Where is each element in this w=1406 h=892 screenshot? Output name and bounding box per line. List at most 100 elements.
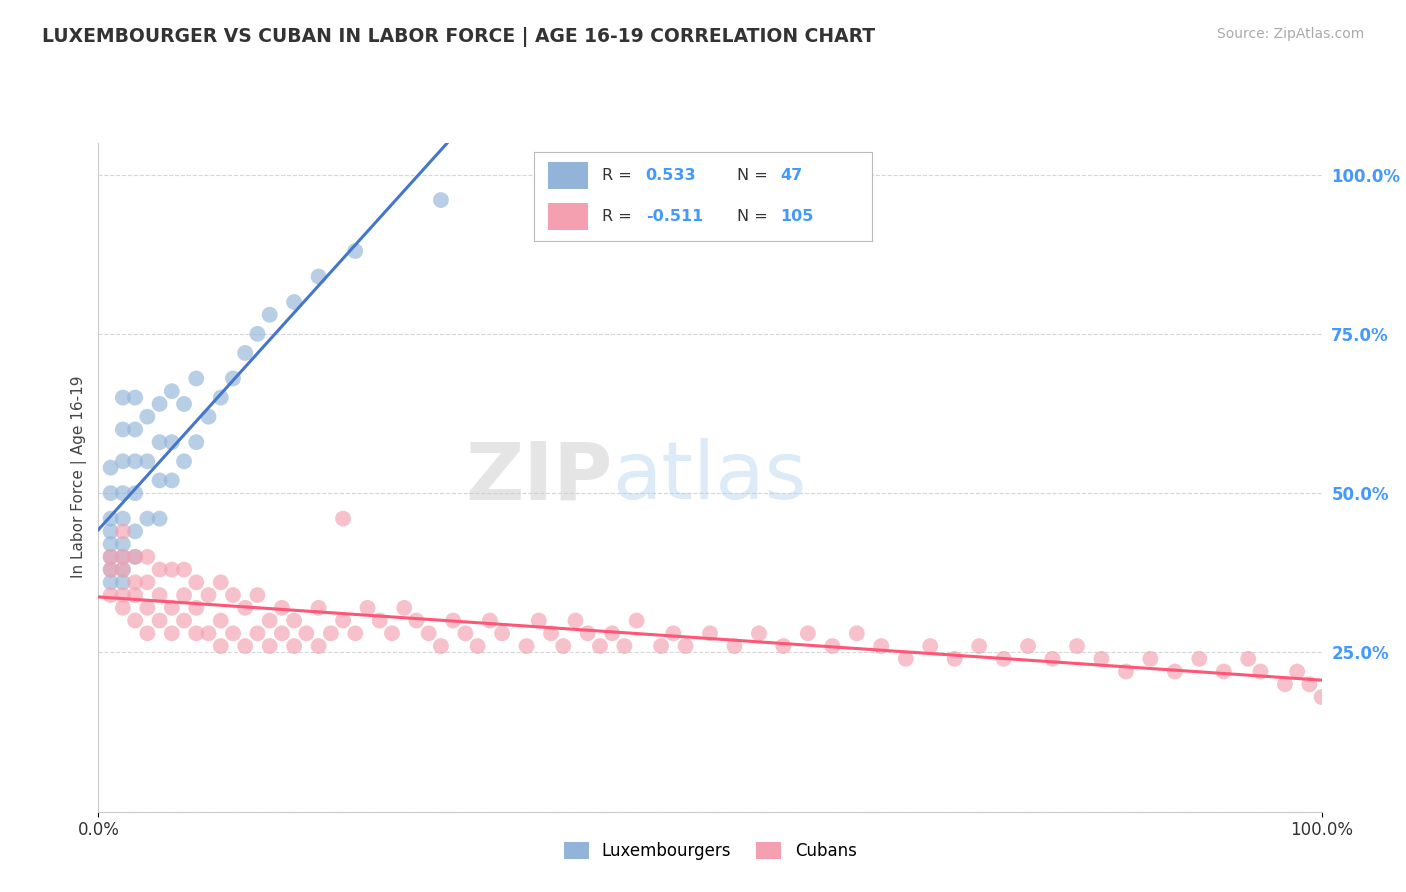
Point <box>246 626 269 640</box>
Point <box>467 639 489 653</box>
Point <box>1164 665 1187 679</box>
Point <box>270 600 294 615</box>
Point <box>160 384 183 399</box>
Point <box>186 600 208 615</box>
Point <box>173 454 195 468</box>
Point <box>233 639 256 653</box>
Point <box>1274 677 1296 691</box>
Point <box>136 575 159 590</box>
Point <box>332 511 354 525</box>
Point <box>136 454 159 468</box>
Point <box>111 563 134 577</box>
Point <box>149 563 172 577</box>
Point <box>100 549 122 564</box>
Point <box>149 435 172 450</box>
Point <box>1249 665 1271 679</box>
Point <box>308 639 330 653</box>
Point <box>111 588 134 602</box>
Point <box>111 511 134 525</box>
Point <box>124 614 146 628</box>
Point <box>454 626 477 640</box>
Point <box>576 626 599 640</box>
Text: -0.511: -0.511 <box>645 210 703 224</box>
Point <box>344 244 367 258</box>
Point <box>430 639 453 653</box>
Point <box>626 614 648 628</box>
Text: 105: 105 <box>780 210 814 224</box>
Point <box>209 639 232 653</box>
Bar <box>548 162 588 189</box>
Point <box>589 639 612 653</box>
Point <box>699 626 721 640</box>
Point <box>124 454 146 468</box>
Point <box>1042 652 1064 666</box>
Point <box>111 600 134 615</box>
Point <box>100 588 122 602</box>
Point <box>246 326 269 341</box>
Point <box>540 626 562 640</box>
Point <box>124 486 146 500</box>
Point <box>821 639 844 653</box>
Point <box>748 626 770 640</box>
Point <box>149 511 172 525</box>
Point <box>430 193 453 207</box>
Point <box>124 549 146 564</box>
Point <box>259 308 281 322</box>
Text: N =: N = <box>737 169 773 183</box>
Point <box>124 524 146 539</box>
Point <box>209 614 232 628</box>
Point <box>111 563 134 577</box>
Point <box>173 614 195 628</box>
Point <box>600 626 623 640</box>
Point <box>870 639 893 653</box>
Point <box>368 614 391 628</box>
Point <box>967 639 990 653</box>
Point <box>197 588 219 602</box>
Point <box>283 614 305 628</box>
Point <box>111 537 134 551</box>
Text: N =: N = <box>737 210 773 224</box>
Point <box>197 409 219 424</box>
Point <box>222 371 245 385</box>
Point <box>149 588 172 602</box>
Point <box>418 626 440 640</box>
Point <box>441 614 464 628</box>
Point <box>100 524 122 539</box>
Point <box>186 575 208 590</box>
Point <box>173 563 195 577</box>
Point <box>100 460 122 475</box>
Point <box>993 652 1015 666</box>
Point <box>1139 652 1161 666</box>
Point <box>186 435 208 450</box>
Point <box>111 524 134 539</box>
Y-axis label: In Labor Force | Age 16-19: In Labor Force | Age 16-19 <box>72 376 87 579</box>
Point <box>308 269 330 284</box>
Point <box>613 639 636 653</box>
Point <box>650 639 672 653</box>
Point <box>392 600 416 615</box>
Point <box>920 639 942 653</box>
Point <box>332 614 354 628</box>
Point <box>209 575 232 590</box>
Text: R =: R = <box>602 169 637 183</box>
Point <box>209 391 232 405</box>
Point <box>723 639 745 653</box>
Point <box>136 626 159 640</box>
Text: R =: R = <box>602 210 637 224</box>
Point <box>100 563 122 577</box>
Point <box>283 295 305 310</box>
Point <box>515 639 537 653</box>
Point <box>662 626 685 640</box>
Point <box>527 614 550 628</box>
Text: ZIP: ZIP <box>465 438 612 516</box>
Text: Source: ZipAtlas.com: Source: ZipAtlas.com <box>1216 27 1364 41</box>
Point <box>100 575 122 590</box>
Point <box>259 639 281 653</box>
Point <box>160 563 183 577</box>
Point <box>111 486 134 500</box>
Point <box>160 600 183 615</box>
Point <box>1188 652 1211 666</box>
Point <box>149 397 172 411</box>
Point <box>100 563 122 577</box>
Point <box>111 391 134 405</box>
